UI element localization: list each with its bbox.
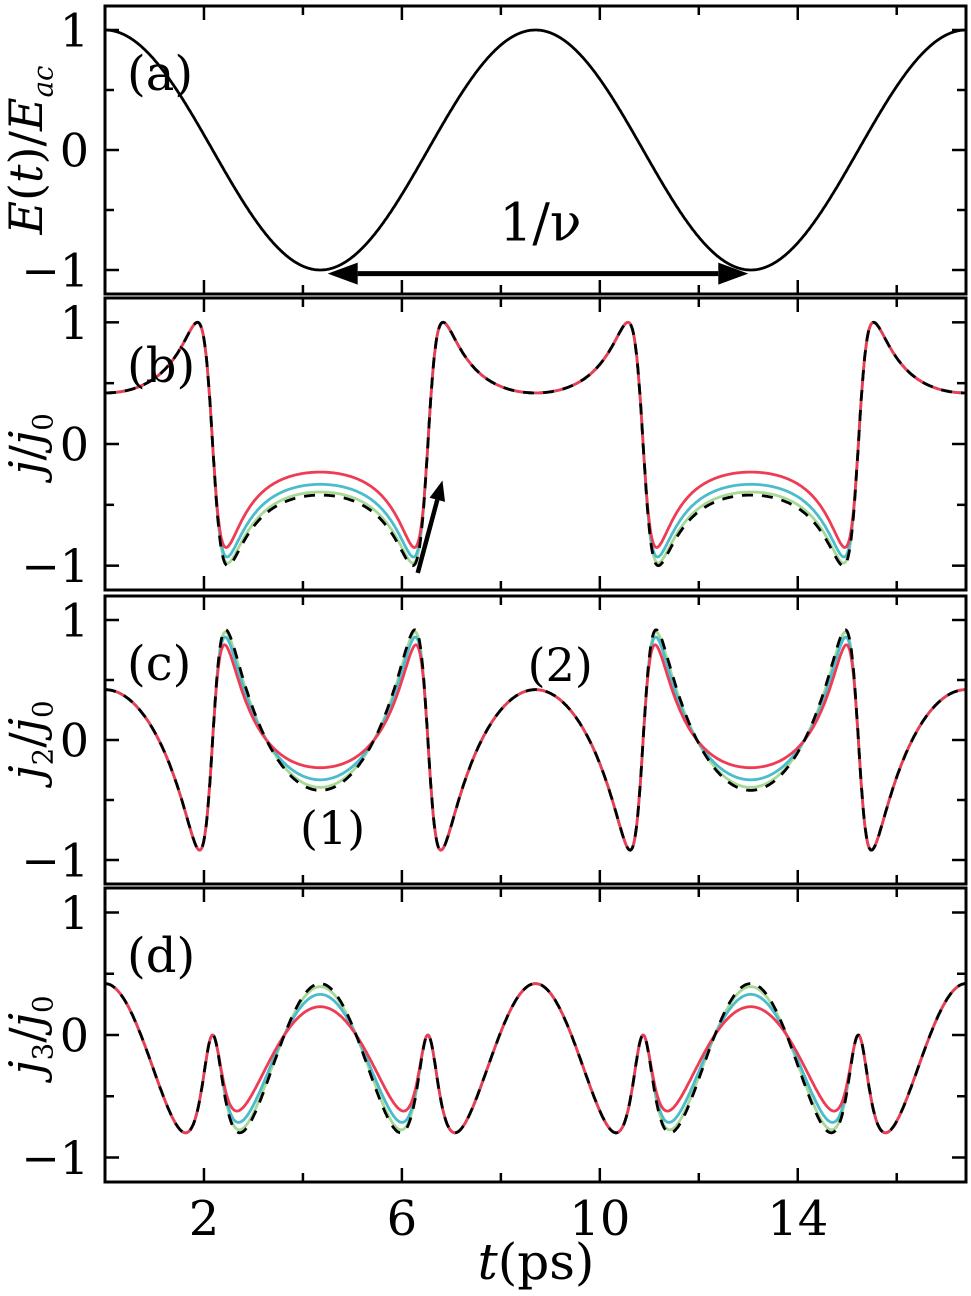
annotation-label-1: (1) [300, 801, 365, 855]
series-j3-red [105, 982, 966, 1135]
panel-b: 1 0 −1 [21, 296, 968, 593]
y-tick-label: 0 [60, 418, 89, 472]
panel-d: 1 0 −1 [21, 886, 968, 1185]
panel-a-curves [105, 28, 966, 272]
y-tick-label: −1 [21, 244, 89, 298]
annotation-label-2: (2) [528, 638, 593, 692]
arrow-head [429, 480, 446, 502]
panel-b-curves [105, 320, 966, 568]
y-tick-label: −1 [21, 539, 89, 593]
series-j2-black-dashed [105, 628, 966, 852]
series-drive-field-black [105, 28, 966, 272]
panel-c: 1 0 −1 (1) (2) [21, 594, 968, 888]
series-j-green [105, 320, 966, 565]
y-axis-label-a: E(t)/Eac [0, 65, 60, 235]
panel-d-curves [105, 982, 966, 1135]
panel-letter-d: (d) [127, 928, 196, 984]
x-tick-label: 14 [767, 1191, 828, 1247]
panel-letter-a: (a) [127, 46, 194, 102]
x-tick-label: 2 [189, 1191, 220, 1247]
y-tick-label: 1 [60, 594, 89, 648]
y-tick-label: 1 [60, 4, 89, 58]
panel-letter-b: (b) [127, 338, 196, 394]
panel-letter-c: (c) [127, 636, 192, 692]
series-j-black-dashed [105, 320, 966, 568]
y-tick-label: −1 [21, 834, 89, 888]
frame-d [103, 886, 968, 1184]
y-axis-label-b: j/j0 [0, 413, 60, 475]
annotation-period-label: 1/ν [499, 194, 581, 254]
arrow-head [718, 262, 749, 285]
y-tick-label: 0 [60, 124, 89, 178]
y-axis-label-c: j2/j0 [0, 700, 60, 780]
panel-c-curves [105, 628, 966, 852]
ticks-a [105, 6, 966, 294]
panel-a: 1 0 −1 1/ν [21, 4, 968, 298]
arrow-head [327, 262, 358, 285]
y-tick-label: 0 [60, 1009, 89, 1063]
ticks-d [105, 888, 966, 1182]
ticks-b [105, 298, 966, 590]
x-axis-title: t(ps) [477, 1233, 595, 1291]
y-axis-label-d: j3/j0 [0, 995, 60, 1075]
series-j-cyan [105, 320, 966, 559]
y-tick-label: 1 [60, 886, 89, 940]
ticks-c [105, 596, 966, 884]
y-tick-label: 0 [60, 714, 89, 768]
y-tick-label: −1 [21, 1131, 89, 1185]
x-tick-label: 6 [387, 1191, 418, 1247]
arrow-shaft [415, 499, 440, 574]
series-j-red [105, 320, 966, 549]
x-tick-label: 10 [569, 1191, 630, 1247]
y-tick-label: 1 [60, 296, 89, 350]
